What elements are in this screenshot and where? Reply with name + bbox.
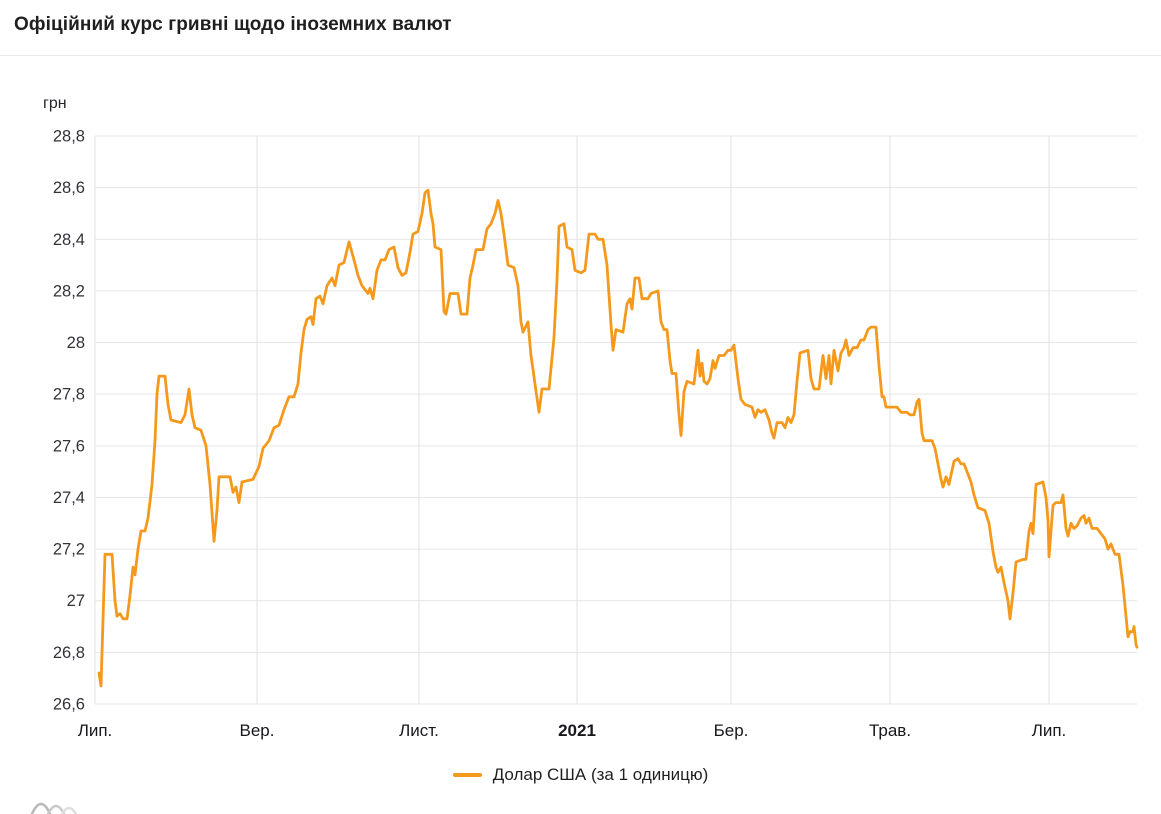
- usd-rate-line[interactable]: [97, 188, 1139, 688]
- x-tick-label: Бер.: [714, 721, 749, 740]
- watermark-hump-3: [60, 806, 78, 814]
- y-tick-label: 26,6: [53, 696, 85, 714]
- legend-line-swatch[interactable]: [452, 773, 482, 777]
- y-tick-label: 28,6: [53, 179, 85, 197]
- y-tick-label: 27,6: [53, 437, 85, 455]
- x-tick-label: Трав.: [869, 721, 911, 740]
- axis-labels: 28,8 28,6 28,4 28,2 28 27,8 27,6 27,4 27,2 27 26,8…: [53, 128, 1066, 741]
- legend: Долар США (за 1 одиницю): [0, 761, 1161, 789]
- chart-title: Офіційний курс гривні щодо іноземних вал…: [14, 14, 452, 35]
- x-tick-label: Лип.: [1032, 721, 1067, 740]
- legend-series-label[interactable]: Долар США (за 1 одиницю): [492, 765, 709, 784]
- x-tick-label: Вер.: [240, 721, 275, 740]
- y-tick-label: 27,4: [53, 489, 85, 507]
- y-tick-label: 26,8: [53, 644, 85, 662]
- y-tick-label: 28,2: [53, 282, 85, 300]
- y-tick-label: 28: [67, 334, 85, 352]
- y-tick-label: 27: [67, 592, 85, 610]
- y-axis-unit-label: грн: [43, 95, 67, 112]
- x-tick-label: 2021: [558, 721, 596, 740]
- title-bar: Офіційний курс гривні щодо іноземних вал…: [0, 0, 1161, 56]
- x-tick-label: Лист.: [399, 721, 439, 740]
- amcharts-watermark-logo[interactable]: [30, 800, 82, 814]
- gridlines: [94, 135, 1137, 705]
- y-tick-label: 28,8: [53, 128, 85, 146]
- x-tick-label: Лип.: [78, 721, 113, 740]
- y-tick-label: 27,8: [53, 386, 85, 404]
- y-tick-label: 28,4: [53, 231, 85, 249]
- y-tick-label: 27,2: [53, 541, 85, 559]
